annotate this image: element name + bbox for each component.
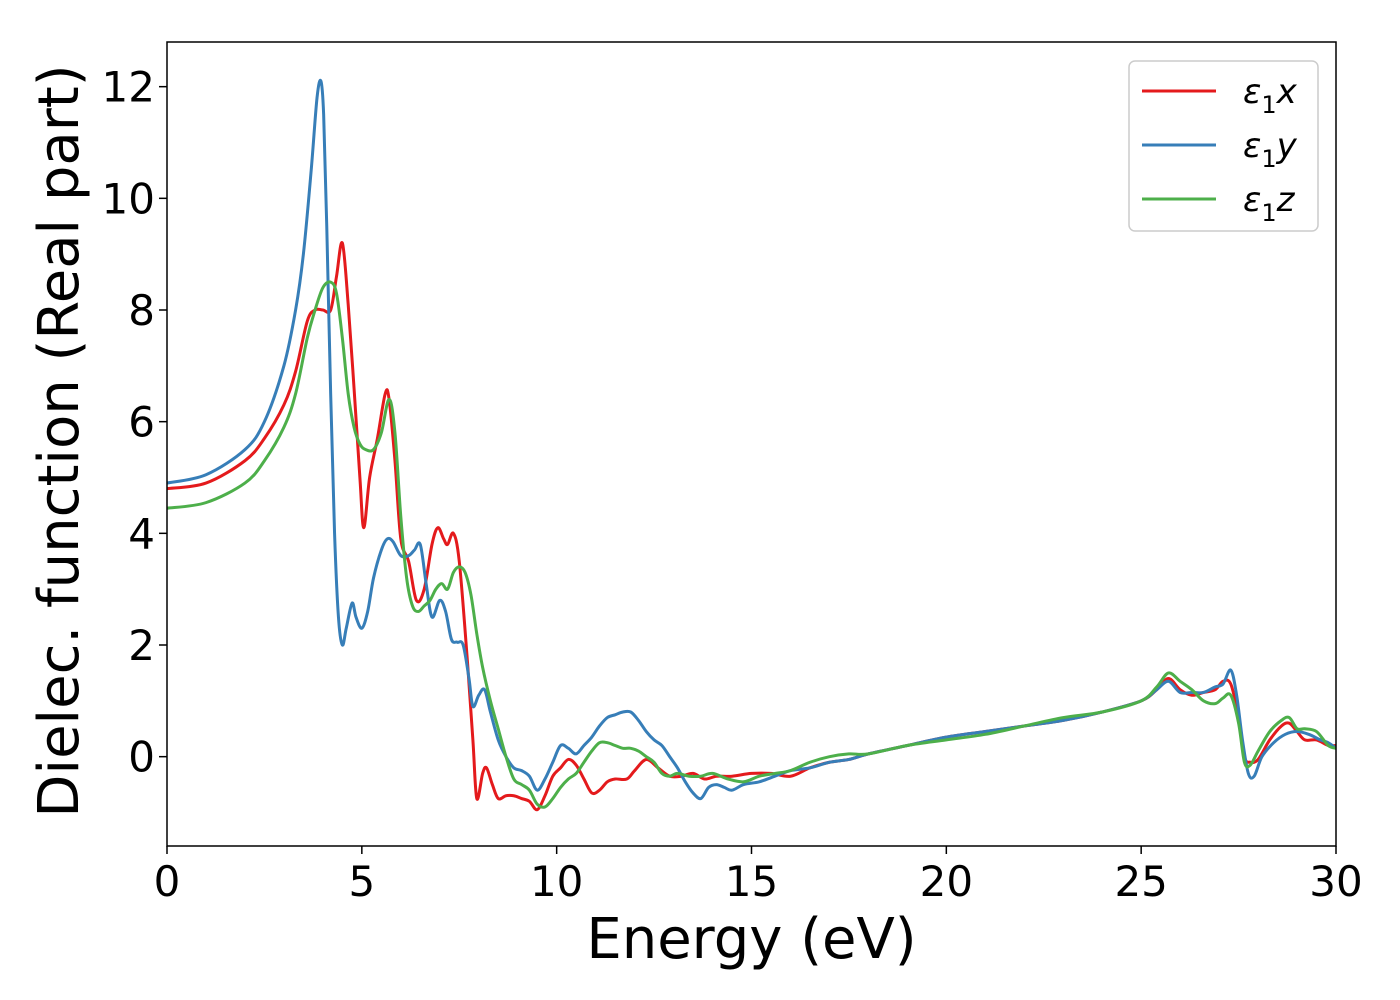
- x-tick-label: 25: [1114, 857, 1167, 906]
- legend-label-subscript: 1: [1261, 145, 1276, 173]
- y-axis-title: Dielec. function (Real part): [27, 64, 92, 817]
- series-group: [167, 78, 1336, 812]
- legend-label-variable: x: [1276, 72, 1298, 112]
- series-line-x: [167, 241, 1336, 812]
- y-tick-label: 0: [128, 733, 155, 782]
- y-tick-label: 8: [128, 286, 155, 335]
- x-tick-label: 5: [348, 857, 375, 906]
- legend-label-z: ε1z: [1243, 180, 1296, 227]
- x-tick-label: 15: [725, 857, 778, 906]
- legend-box: [1128, 60, 1319, 232]
- x-tick-label: 20: [920, 857, 973, 906]
- series-line-z: [167, 280, 1336, 809]
- legend-label-x: ε1x: [1243, 72, 1298, 119]
- legend-label-base: ε: [1243, 126, 1261, 166]
- y-tick-label: 2: [128, 621, 155, 670]
- x-axis-ticks: 0 5 10 15 20 25 30: [154, 846, 1363, 906]
- series-line-y: [167, 78, 1336, 801]
- y-tick-label: 12: [102, 63, 155, 112]
- legend-label-subscript: 1: [1261, 199, 1276, 227]
- y-tick-label: 10: [102, 174, 155, 223]
- x-tick-label: 10: [530, 857, 583, 906]
- legend-label-variable: y: [1276, 126, 1298, 166]
- legend-label-variable: z: [1276, 180, 1296, 220]
- y-tick-label: 4: [128, 509, 155, 558]
- legend-label-subscript: 1: [1261, 91, 1276, 119]
- x-axis-title: Energy (eV): [586, 907, 916, 972]
- legend-label-y: ε1y: [1243, 126, 1298, 173]
- legend-label-base: ε: [1243, 180, 1261, 220]
- y-tick-label: 6: [128, 398, 155, 447]
- y-axis-ticks: 0 2 4 6 8 10 12: [102, 63, 167, 782]
- x-tick-label: 30: [1309, 857, 1362, 906]
- x-tick-label: 0: [154, 857, 181, 906]
- legend-label-base: ε: [1243, 72, 1261, 112]
